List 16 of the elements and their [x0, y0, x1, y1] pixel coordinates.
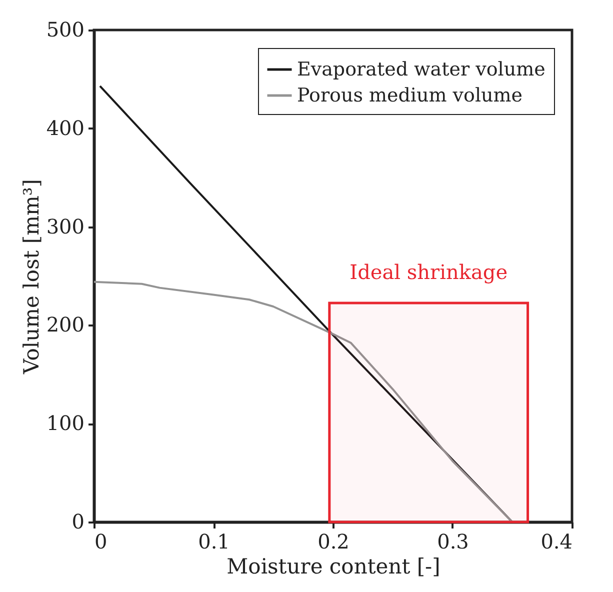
y-tick-label: 0: [72, 510, 84, 534]
legend-label: Porous medium volume: [297, 84, 523, 106]
y-tick-label: 400: [46, 116, 84, 140]
legend-label: Evaporated water volume: [297, 58, 546, 80]
y-tick-label: 500: [46, 18, 84, 42]
x-axis-title: Moisture content [-]: [226, 554, 440, 578]
x-tick-label: 0.2: [318, 530, 350, 554]
y-tick-label: 300: [46, 214, 84, 238]
x-tick-label: 0.4: [540, 530, 572, 554]
x-tick-label: 0: [94, 530, 108, 554]
x-tick-label: 0.3: [437, 530, 469, 554]
x-tick-label: 0.1: [198, 530, 230, 554]
y-tick-label: 200: [46, 312, 84, 337]
y-tick-label: 100: [46, 411, 84, 436]
band-label: Ideal shrinkage: [350, 260, 508, 284]
y-axis-title: Volume lost [mm³]: [19, 178, 44, 376]
